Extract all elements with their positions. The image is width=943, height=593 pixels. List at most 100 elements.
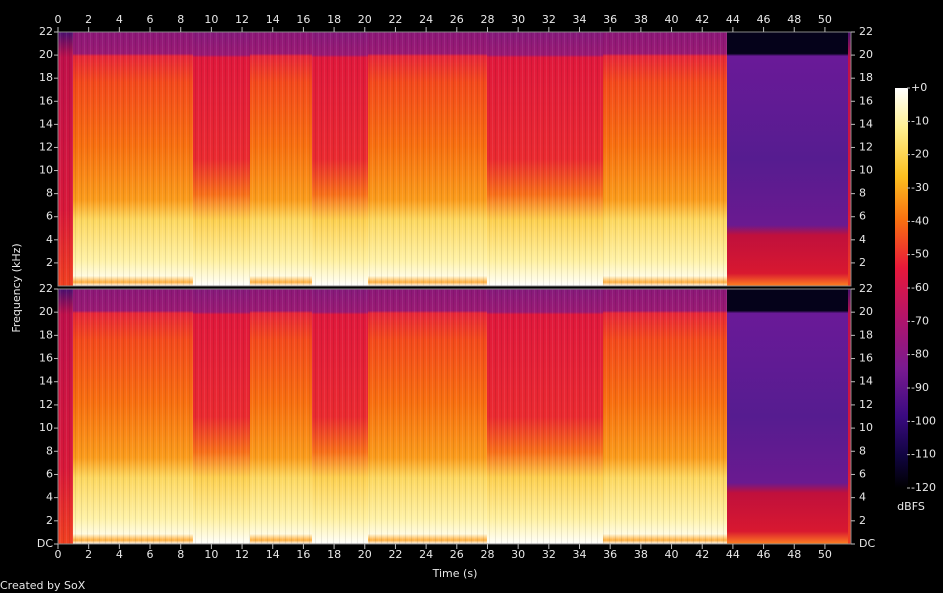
y-tick-label-right: 22 [859, 282, 873, 295]
colorbar-tick-label: -80 [911, 348, 929, 361]
y-tick-label-right: 8 [859, 187, 866, 200]
colorbar [895, 88, 908, 488]
colorbar-tick-label: -90 [911, 381, 929, 394]
x-tick-label: 8 [177, 548, 184, 561]
colorbar-tick-label: +0 [911, 81, 927, 94]
y-tick-label: 12 [39, 398, 53, 411]
y-tick-label: 4 [46, 233, 53, 246]
y-tick-label-right: 8 [859, 444, 866, 457]
x-tick-label-top: 2 [85, 13, 92, 26]
x-tick-label-top: 16 [296, 13, 310, 26]
y-tick-label: 8 [46, 444, 53, 457]
y-tick-label-right: 20 [859, 48, 873, 61]
y-tick-label: 2 [46, 514, 53, 527]
x-tick-label-top: 30 [511, 13, 525, 26]
x-tick-label: 24 [419, 548, 433, 561]
colorbar-tick-label: -20 [911, 148, 929, 161]
y-tick-label: 10 [39, 421, 53, 434]
x-tick-label: 28 [480, 548, 494, 561]
y-tick-label-right: 6 [859, 210, 866, 223]
y-tick-label-right: 2 [859, 514, 866, 527]
x-tick-label-top: 8 [177, 13, 184, 26]
y-tick-label: 20 [39, 48, 53, 61]
y-tick-label-right: 12 [859, 398, 873, 411]
x-tick-label-top: 34 [573, 13, 587, 26]
y-tick-label-right: 16 [859, 94, 873, 107]
spectrogram-texture [58, 32, 727, 286]
x-tick-label-top: 22 [388, 13, 402, 26]
x-tick-label-top: 12 [235, 13, 249, 26]
y-tick-label-right: 12 [859, 140, 873, 153]
x-tick-label-top: 50 [818, 13, 832, 26]
y-tick-label-right: 4 [859, 491, 866, 504]
y-tick-label-right: 6 [859, 467, 866, 480]
y-tick-label-right: 4 [859, 233, 866, 246]
x-tick-label: 10 [204, 548, 218, 561]
colorbar-label: dBFS [897, 500, 925, 513]
y-tick-label: 18 [39, 328, 53, 341]
panel-frame [57, 288, 852, 545]
x-tick-label: 22 [388, 548, 402, 561]
y-tick-label-right: 14 [859, 117, 873, 130]
y-tick-label-right: 22 [859, 25, 873, 38]
x-tick-label: 50 [818, 548, 832, 561]
x-tick-label: 42 [695, 548, 709, 561]
spectrogram-block [848, 289, 851, 544]
x-tick-label: 32 [542, 548, 556, 561]
y-tick-label-right: 10 [859, 164, 873, 177]
x-tick-label-top: 44 [726, 13, 740, 26]
spectrogram-texture [58, 289, 727, 544]
x-tick-label: 44 [726, 548, 740, 561]
y-axis-label: Frequency (kHz) [10, 243, 23, 332]
y-tick-label: 14 [39, 117, 53, 130]
y-tick-label: 12 [39, 140, 53, 153]
colorbar-tick-label: -10 [911, 114, 929, 127]
x-tick-label: 26 [450, 548, 464, 561]
x-tick-label: 48 [787, 548, 801, 561]
colorbar-tick-label: -30 [911, 181, 929, 194]
x-tick-label: 34 [573, 548, 587, 561]
colorbar-tick-label: -110 [911, 448, 936, 461]
y-tick-label-right: DC [859, 537, 875, 550]
x-tick-label-top: 26 [450, 13, 464, 26]
y-tick-label-right: 18 [859, 71, 873, 84]
y-tick-label: 22 [39, 282, 53, 295]
colorbar-tick-label: -120 [911, 481, 936, 494]
colorbar-tick-label: -60 [911, 281, 929, 294]
spectrogram-block [727, 32, 848, 286]
x-tick-label-top: 10 [204, 13, 218, 26]
x-tick-label: 14 [266, 548, 280, 561]
y-tick-label-right: 2 [859, 256, 866, 269]
x-tick-label-top: 28 [480, 13, 494, 26]
y-tick-label: 14 [39, 375, 53, 388]
y-tick-label-right: 10 [859, 421, 873, 434]
x-tick-label-top: 4 [116, 13, 123, 26]
y-tick-label: 18 [39, 71, 53, 84]
x-tick-label: 4 [116, 548, 123, 561]
x-axis-label: Time (s) [432, 567, 478, 580]
y-tick-label: DC [37, 537, 53, 550]
y-tick-label-right: 14 [859, 375, 873, 388]
y-tick-label: 20 [39, 305, 53, 318]
x-tick-label-top: 20 [358, 13, 372, 26]
y-tick-label-right: 16 [859, 352, 873, 365]
y-tick-label: 6 [46, 467, 53, 480]
y-tick-label: 22 [39, 25, 53, 38]
colorbar-tick-label: -100 [911, 414, 936, 427]
x-tick-label-top: 18 [327, 13, 341, 26]
x-tick-label: 30 [511, 548, 525, 561]
x-tick-label: 46 [757, 548, 771, 561]
spectrogram-block [727, 289, 848, 544]
colorbar-tick-label: -40 [911, 214, 929, 227]
x-tick-label: 0 [55, 548, 62, 561]
x-tick-label-top: 36 [603, 13, 617, 26]
x-tick-label-top: 0 [55, 13, 62, 26]
y-tick-label-right: 18 [859, 328, 873, 341]
y-tick-label: 16 [39, 352, 53, 365]
x-tick-label: 40 [665, 548, 679, 561]
x-tick-label-top: 24 [419, 13, 433, 26]
x-tick-label: 16 [296, 548, 310, 561]
panel-frame [57, 31, 852, 287]
